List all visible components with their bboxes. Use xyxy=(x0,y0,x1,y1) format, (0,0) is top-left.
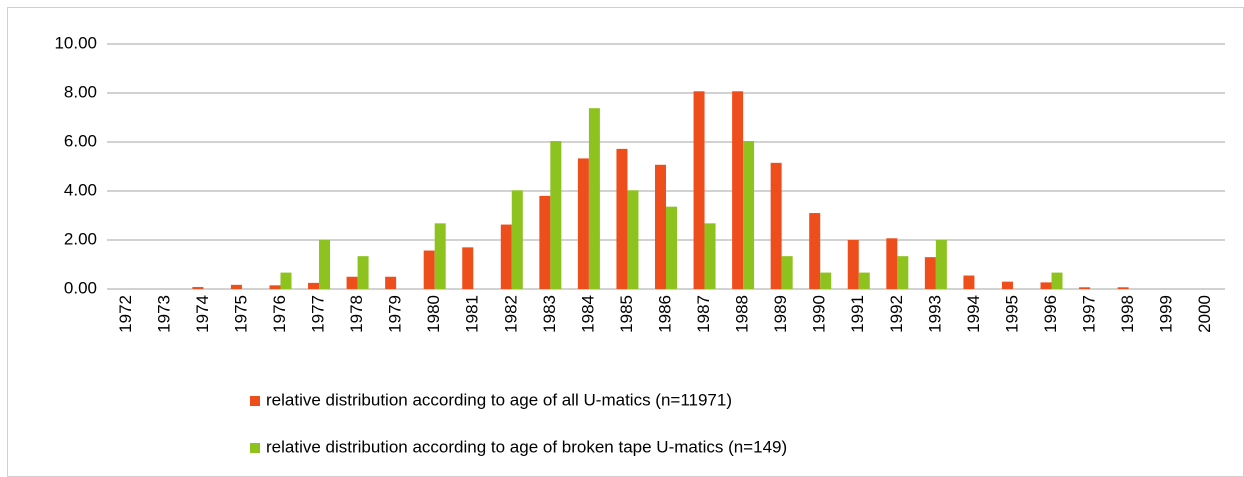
x-tick-label: 1994 xyxy=(964,295,983,333)
y-tick-label: 4.00 xyxy=(64,180,97,199)
bar xyxy=(511,190,523,289)
x-tick-label: 1974 xyxy=(193,295,212,333)
x-tick-label: 1973 xyxy=(154,295,173,333)
bar xyxy=(269,285,281,289)
bar xyxy=(693,91,705,289)
bar xyxy=(577,158,589,289)
x-tick-label: 1975 xyxy=(231,295,250,333)
bar xyxy=(820,272,832,289)
bar xyxy=(434,223,446,289)
legend-swatch xyxy=(250,396,260,406)
bar xyxy=(462,247,474,289)
bar xyxy=(539,195,551,289)
bar xyxy=(550,141,562,289)
x-tick-label: 1976 xyxy=(270,295,289,333)
bar xyxy=(847,240,859,289)
bar xyxy=(1079,287,1091,289)
y-tick-label: 10.00 xyxy=(54,33,97,52)
bar xyxy=(704,223,716,289)
bar xyxy=(616,148,628,289)
bar xyxy=(627,190,639,289)
y-tick-label: 2.00 xyxy=(64,229,97,248)
x-tick-label: 1996 xyxy=(1041,295,1060,333)
bar xyxy=(770,162,782,289)
legend-swatch xyxy=(250,443,260,453)
x-tick-label: 1999 xyxy=(1157,295,1176,333)
x-tick-label: 1997 xyxy=(1080,295,1099,333)
x-tick-label: 1980 xyxy=(424,295,443,333)
y-tick-label: 0.00 xyxy=(64,278,97,297)
x-tick-label: 1986 xyxy=(655,295,674,333)
x-tick-label: 1987 xyxy=(694,295,713,333)
bar xyxy=(192,287,204,289)
y-tick-label: 8.00 xyxy=(64,82,97,101)
bar xyxy=(897,256,909,289)
x-tick-label: 1983 xyxy=(540,295,559,333)
bar xyxy=(935,239,947,289)
bar xyxy=(743,141,755,289)
bar xyxy=(1040,282,1052,289)
x-tick-label: 1981 xyxy=(463,295,482,333)
bar xyxy=(963,275,975,289)
bar xyxy=(809,213,821,289)
x-tick-label: 1993 xyxy=(925,295,944,333)
bar xyxy=(588,108,600,289)
x-tick-label: 1972 xyxy=(116,295,135,333)
bar xyxy=(1117,287,1129,289)
bar xyxy=(1001,281,1013,289)
legend-label: relative distribution according to age o… xyxy=(266,437,787,456)
bar xyxy=(346,276,358,289)
x-tick-label: 1998 xyxy=(1118,295,1137,333)
x-tick-label: 1988 xyxy=(733,295,752,333)
bar xyxy=(732,91,744,289)
x-tick-label: 1979 xyxy=(386,295,405,333)
bar xyxy=(385,276,397,289)
y-tick-label: 6.00 xyxy=(64,131,97,150)
bar xyxy=(357,256,369,289)
bar xyxy=(781,256,793,289)
x-tick-label: 2000 xyxy=(1195,295,1214,333)
bar xyxy=(423,250,435,289)
bar xyxy=(280,272,292,289)
x-tick-label: 1978 xyxy=(347,295,366,333)
x-tick-label: 1984 xyxy=(578,295,597,333)
bar xyxy=(666,206,677,289)
x-tick-label: 1985 xyxy=(617,295,636,333)
x-tick-label: 1989 xyxy=(771,295,790,333)
bar xyxy=(230,284,242,289)
x-tick-label: 1990 xyxy=(810,295,829,333)
bar xyxy=(319,239,331,289)
bar xyxy=(886,238,898,289)
x-tick-label: 1992 xyxy=(887,295,906,333)
bar xyxy=(858,272,870,289)
bar xyxy=(655,164,666,289)
x-tick-label: 1977 xyxy=(309,295,328,333)
x-tick-label: 1982 xyxy=(501,295,520,333)
bar xyxy=(1051,272,1063,289)
x-tick-label: 1991 xyxy=(848,295,867,333)
x-tick-label: 1995 xyxy=(1002,295,1021,333)
legend-label: relative distribution according to age o… xyxy=(266,390,732,409)
bar xyxy=(500,224,512,289)
bar xyxy=(924,257,936,289)
bar xyxy=(308,282,320,289)
